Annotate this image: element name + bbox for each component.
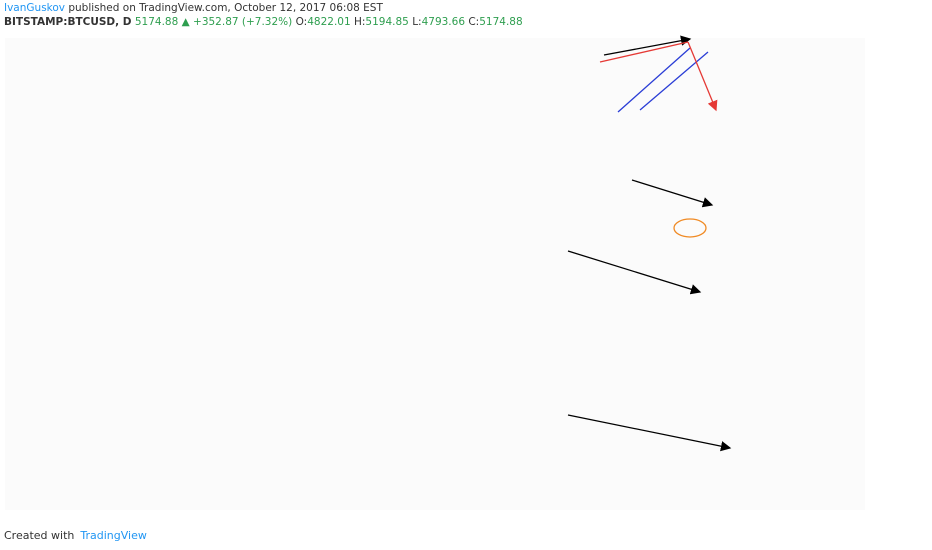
badge-circle xyxy=(673,218,707,238)
quote-value: 4822.01 xyxy=(307,16,351,28)
quote-value: 5174.88 xyxy=(479,16,523,28)
annotations xyxy=(567,35,732,452)
plot-bg xyxy=(5,38,865,510)
author[interactable]: IvanGuskov xyxy=(4,2,66,14)
quote-label: L: xyxy=(412,16,422,28)
footer: Created with TradingView xyxy=(4,529,147,542)
last: 5174.88 xyxy=(134,16,179,28)
publish-line: IvanGuskov published on TradingView.com,… xyxy=(4,1,523,15)
chart xyxy=(5,35,865,510)
quote-line: BITSTAMP:BTCUSD, D 5174.88 ▲ +352.87 (+7… xyxy=(4,15,523,29)
quote-label: O: xyxy=(295,16,308,28)
quote-label: H: xyxy=(353,16,366,28)
change: ▲ +352.87 (+7.32%) xyxy=(181,16,293,28)
ohlc: O:4822.01 H:5194.85 L:4793.66 C:5174.88 xyxy=(296,16,523,28)
channel-line xyxy=(617,47,691,113)
red-line xyxy=(599,41,689,63)
ao-arrow xyxy=(567,250,702,295)
trend-arrow xyxy=(603,35,692,56)
quote-label: C: xyxy=(468,16,480,28)
macd-arrow xyxy=(567,414,732,452)
header: IvanGuskov published on TradingView.com,… xyxy=(4,1,523,29)
published: published on TradingView.com, October 12… xyxy=(68,2,383,14)
quote-value: 5194.85 xyxy=(365,16,409,28)
brand[interactable]: TradingView xyxy=(80,529,147,542)
quote-value: 4793.66 xyxy=(421,16,465,28)
volume-arrow xyxy=(631,179,714,208)
created: Created with xyxy=(4,529,75,542)
down-arrow xyxy=(687,41,718,112)
symbol: BITSTAMP:BTCUSD, D xyxy=(4,16,132,28)
